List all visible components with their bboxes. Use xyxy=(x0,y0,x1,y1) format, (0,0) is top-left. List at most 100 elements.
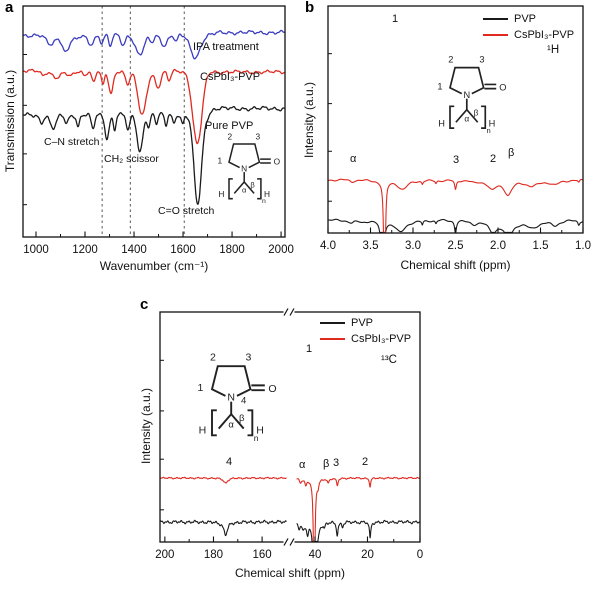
curve-label-cspbi3: CsPbI₃-PVP xyxy=(200,71,261,83)
struct-label-beta: β xyxy=(250,180,255,189)
x-tick-label: 20 xyxy=(361,549,374,561)
struct-label-n-atom: N xyxy=(463,90,470,100)
peak-label-beta: β xyxy=(508,147,515,159)
struct-label-alpha: α xyxy=(242,186,247,195)
struct-label-h-right: H xyxy=(264,189,270,199)
struct-label-repeat-n: n xyxy=(487,126,491,134)
struct-label-beta: β xyxy=(474,108,479,118)
isotope-label-1h: ¹H xyxy=(547,44,560,56)
pvp-structure-inset: 2 3 1 N O H H α β n xyxy=(437,55,506,134)
x-axis-title-b: Chemical shift (ppm) xyxy=(400,258,511,272)
axis-break-gap xyxy=(283,309,295,315)
pvp-structure-inset: 2 3 1 N O H H α β n xyxy=(218,131,281,204)
axis-break-slash xyxy=(283,538,289,546)
x-tick-label: 3.5 xyxy=(362,240,379,252)
struct-label-n-atom: N xyxy=(227,392,235,404)
legend-line-cspbi3-pvp xyxy=(320,338,345,340)
struct-label-o-atom: O xyxy=(268,383,276,395)
x-tick-label: 1800 xyxy=(219,244,245,256)
x-tick-label: 4.0 xyxy=(320,240,336,252)
panel-c-letter: c xyxy=(140,296,149,313)
struct-label-h-right: H xyxy=(489,118,496,128)
legend-entry-pvp: PVP xyxy=(320,317,373,329)
plot-frame xyxy=(22,5,286,238)
struct-label-alpha: α xyxy=(464,113,469,123)
struct-label-1: 1 xyxy=(218,156,223,166)
isotope-label-13c: ¹³C xyxy=(381,354,397,366)
x-tick-label: 0 xyxy=(416,549,424,561)
legend-entry-cspbi3-pvp: CsPbI₃-PVP xyxy=(483,29,574,41)
band-label-cn-stretch: C–N stretch xyxy=(44,136,100,148)
legend-line-pvp xyxy=(320,322,345,324)
axis-break-slash xyxy=(289,538,295,546)
struct-label-h-left: H xyxy=(218,189,224,199)
axis-break-slash xyxy=(283,308,289,316)
struct-label-o-atom: O xyxy=(499,82,506,92)
x-tick-label: 3.0 xyxy=(405,240,421,252)
x-axis-title-a: Wavenumber (cm⁻¹) xyxy=(99,259,209,273)
x-tick-label: 1.0 xyxy=(575,240,591,252)
spectrum-curve-cspbi-pvp xyxy=(296,476,420,542)
peak-label-beta: β xyxy=(323,458,330,470)
struct-label-4: 4 xyxy=(241,396,247,407)
legend-label-pvp: PVP xyxy=(351,317,374,329)
panel-b-1h-nmr: b Intensity (a.u.) Chemical shift (ppm) … xyxy=(300,0,600,290)
y-axis-title-a: Transmission (a.u.) xyxy=(3,69,17,173)
pvp-structure-inset: 2 3 1 4 N O H H α β n xyxy=(198,351,277,442)
struct-label-o-atom: O xyxy=(274,156,281,166)
x-tick-label: 1000 xyxy=(23,244,49,256)
struct-label-2: 2 xyxy=(227,131,232,141)
legend-entry-cspbi3-pvp: CsPbI₃-PVP xyxy=(320,333,411,345)
x-tick-label: 2000 xyxy=(268,244,294,256)
struct-label-3: 3 xyxy=(246,351,252,363)
h1-nmr-plot xyxy=(327,5,584,234)
x-tick-label: 200 xyxy=(155,549,175,561)
legend-label-cspbi3-pvp: CsPbI₃-PVP xyxy=(351,333,412,345)
ftir-plot xyxy=(22,5,286,238)
band-label-co-stretch: C=O stretch xyxy=(158,205,215,217)
c13-nmr-plot xyxy=(159,308,421,546)
x-tick-label: 1600 xyxy=(170,244,196,256)
axis-break-gap xyxy=(283,539,295,545)
struct-label-repeat-n: n xyxy=(262,198,266,204)
peak-label-alpha: α xyxy=(299,459,306,471)
x-tick-label: 40 xyxy=(308,549,322,561)
x-tick-label: 2.0 xyxy=(490,240,506,252)
panel-b-letter: b xyxy=(305,0,315,16)
struct-label-h-right: H xyxy=(256,424,264,436)
legend-entry-pvp: PVP xyxy=(483,13,536,25)
legend-label-cspbi3-pvp: CsPbI₃-PVP xyxy=(514,29,575,41)
curve-label-pure-pvp: Pure PVP xyxy=(205,120,254,132)
panel-a-letter: a xyxy=(5,0,14,16)
struct-label-alpha: α xyxy=(228,420,234,431)
peak-label-2: 2 xyxy=(490,153,497,165)
struct-label-repeat-n: n xyxy=(254,433,259,442)
struct-label-beta: β xyxy=(239,413,245,424)
peak-label-3: 3 xyxy=(453,154,460,166)
legend-label-pvp: PVP xyxy=(514,13,537,25)
legend-line-pvp xyxy=(483,18,508,20)
legend-line-cspbi3-pvp xyxy=(483,34,508,36)
peak-label-alpha: α xyxy=(350,153,357,165)
struct-label-1: 1 xyxy=(198,382,204,394)
panel-a-ftir: a Transmission (a.u.) Wavenumber (cm⁻¹) … xyxy=(0,0,300,290)
x-tick-label: 160 xyxy=(252,549,272,561)
struct-label-h-left: H xyxy=(199,424,207,436)
peak-label-1: 1 xyxy=(392,13,399,25)
panel-c-13c-nmr: c Intensity (a.u.) Chemical shift (ppm) … xyxy=(0,290,600,593)
spectrum-curve-cspbi-pvp xyxy=(328,178,583,233)
struct-label-2: 2 xyxy=(448,55,453,65)
y-axis-title-c: Intensity (a.u.) xyxy=(139,387,153,465)
peak-label-1: 1 xyxy=(306,343,313,355)
peak-label-2: 2 xyxy=(362,456,369,468)
curve-label-ipa: IPA treatment xyxy=(193,41,259,53)
peak-label-3: 3 xyxy=(333,457,340,469)
spectrum-curve-cspbi-pvp xyxy=(23,68,285,145)
x-tick-label: 2.5 xyxy=(447,240,464,252)
spectrum-curve-ipa-treatment xyxy=(23,29,285,60)
peak-label-4: 4 xyxy=(226,456,233,468)
struct-label-1: 1 xyxy=(437,81,442,91)
spectrum-curve-pvp xyxy=(160,519,287,537)
struct-label-n-atom: N xyxy=(241,163,247,173)
